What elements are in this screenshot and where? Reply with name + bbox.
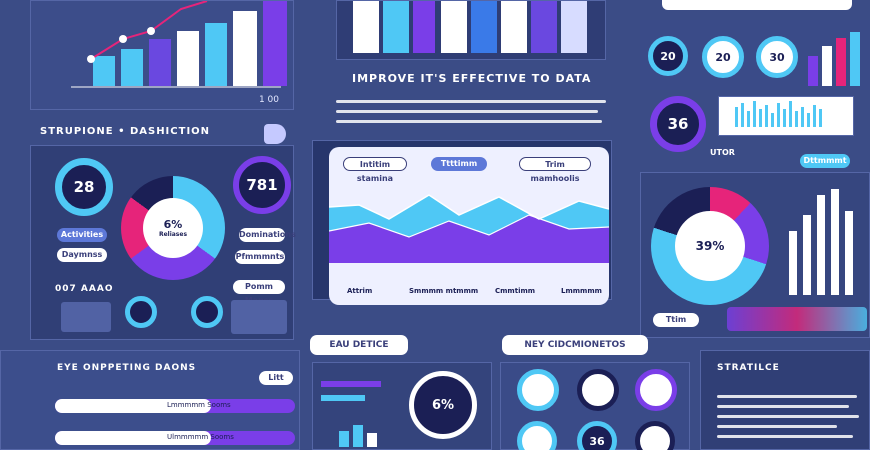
center-tab-2[interactable]: Ttttimm xyxy=(431,157,487,171)
left-button-4[interactable]: Pfmmmnts xyxy=(235,250,285,264)
left-list-2 xyxy=(231,300,287,334)
bottom-ring-e-value: 36 xyxy=(589,434,605,448)
right-bar-chart xyxy=(718,96,854,136)
mid-label-1: EAU DETICE xyxy=(310,335,408,355)
top-left-bar xyxy=(93,56,115,86)
bottom-center-panel: 6% xyxy=(312,362,492,450)
bottom-ring-b xyxy=(577,369,619,411)
left-button-1[interactable]: Activities xyxy=(57,228,107,242)
left-button-2[interactable]: Daymnss xyxy=(57,248,107,262)
bottom-left-title: EYE ONPPETING DAONS xyxy=(57,363,197,373)
right-donut: 39% xyxy=(651,187,769,305)
left-ring-781-value: 781 xyxy=(246,176,278,194)
bottom-ring-c xyxy=(635,369,677,411)
top-left-bar xyxy=(149,39,171,86)
center-label-3: Cmmtimm xyxy=(495,287,536,295)
right-button-1[interactable]: Dttmmmt xyxy=(800,154,850,168)
right-ring-2: 20 xyxy=(702,36,744,78)
left-small-ring xyxy=(125,296,157,328)
right-button-2[interactable]: Ttim xyxy=(653,313,699,327)
center-label-2: Smmmm mtmmm xyxy=(409,287,479,295)
bottom-ring-d xyxy=(517,421,557,450)
left-ring-28: 28 xyxy=(55,158,113,216)
center-chart-card: Intitim stamina Ttttimm Trim mamhoolis A… xyxy=(329,147,609,305)
center-label-4: Lmmmmm xyxy=(561,287,602,295)
top-left-panel: 1 00 xyxy=(30,0,294,110)
center-top-bars xyxy=(353,1,587,53)
left-list xyxy=(61,302,111,332)
left-donut-value: 6% xyxy=(163,218,183,231)
center-tab-3[interactable]: Trim mamhoolis xyxy=(519,157,591,183)
right-top-bars xyxy=(808,32,860,86)
top-left-bar xyxy=(205,23,227,86)
center-chart-panel: Intitim stamina Ttttimm Trim mamhoolis A… xyxy=(312,140,612,305)
bottom-ring-a xyxy=(517,369,559,411)
center-label-1: Attrim xyxy=(347,287,373,295)
top-left-bar xyxy=(233,11,257,86)
center-area-chart xyxy=(329,194,609,263)
left-small-ring-2 xyxy=(191,296,223,328)
bottom-center-ring-value: 6% xyxy=(431,397,455,413)
top-left-bar xyxy=(121,49,143,86)
main-title: IMPROVE IT'S EFFECTIVE TO DATA xyxy=(352,72,592,85)
top-left-bar xyxy=(263,1,287,86)
bottom-bar-1: Lmmmmm Sooms xyxy=(55,399,295,413)
bottom-bar-1-label: Lmmmmm Sooms xyxy=(167,401,231,409)
bottom-right-panel: STRATILCE xyxy=(700,350,870,450)
bottom-ring-e: 36 xyxy=(577,421,617,450)
bottom-left-panel: EYE ONPPETING DAONS Litt Lmmmmm Sooms Ul… xyxy=(0,350,300,450)
right-ring-1-value: 20 xyxy=(660,49,676,63)
top-left-value-label: 1 00 xyxy=(258,95,279,105)
left-button-5[interactable]: Pomm Manss xyxy=(233,280,285,305)
left-text-1: 007 AAAO xyxy=(55,284,114,294)
right-mid-panel: 39% Ttim xyxy=(640,172,870,338)
right-ring-3-value: 30 xyxy=(769,50,785,64)
left-button-3[interactable]: Dominations xyxy=(239,228,296,242)
mid-label-2: NEY CIDCMIONETOS xyxy=(502,335,648,355)
bottom-bar-2: Ulmmmmm Sooms xyxy=(55,431,295,445)
bottom-center-ring: 6% xyxy=(409,371,477,439)
top-left-bar xyxy=(177,31,199,86)
left-ring-781: 781 xyxy=(233,156,291,214)
right-ring-1: 20 xyxy=(648,36,688,76)
left-center-donut: 6% Reliases xyxy=(121,176,225,280)
pointer-icon xyxy=(264,124,286,144)
right-top-box xyxy=(662,0,852,10)
right-gems xyxy=(727,307,867,331)
right-vertical-bars xyxy=(789,189,853,295)
bottom-center-bars xyxy=(321,381,381,447)
left-main-panel: 28 6% Reliases 781 Activities Daymnss Do… xyxy=(30,145,296,340)
bottom-rings-panel: 36 xyxy=(500,362,690,450)
left-donut-sub: Reliases xyxy=(158,231,188,238)
left-ring-28-value: 28 xyxy=(73,178,95,196)
bottom-right-title: STRATILCE xyxy=(717,363,780,373)
left-panel-title: STRUPIONE • DASHICTION xyxy=(40,126,211,137)
right-ring-big-value: 36 xyxy=(667,115,689,133)
right-ring-2-value: 20 xyxy=(715,50,731,64)
bottom-pill-1[interactable]: Litt xyxy=(259,371,293,385)
right-ring-3: 30 xyxy=(756,36,798,78)
bottom-bar-2-label: Ulmmmmm Sooms xyxy=(167,433,234,441)
right-top-panel: 20 20 30 xyxy=(640,20,870,90)
center-tab-1[interactable]: Intitim stamina xyxy=(343,157,407,183)
top-left-bar-chart xyxy=(71,1,287,88)
bottom-ring-f xyxy=(635,421,675,450)
right-label-utor: UTOR xyxy=(710,148,735,157)
center-top-chart xyxy=(336,0,606,60)
right-ring-big: 36 xyxy=(650,96,706,152)
right-donut-value: 39% xyxy=(695,239,725,253)
